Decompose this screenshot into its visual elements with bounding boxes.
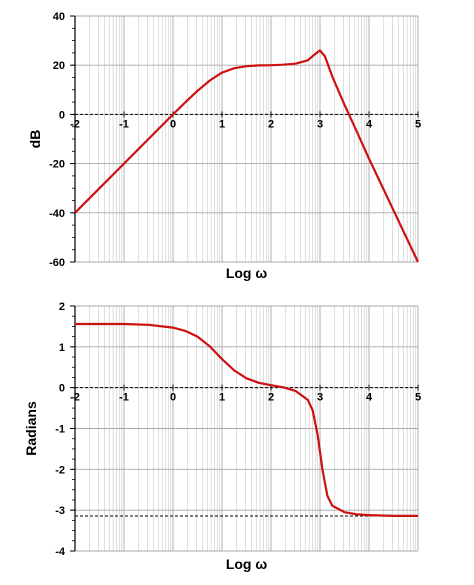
magnitude-y-tick-label: -60 <box>49 257 65 269</box>
magnitude-x-axis-title: Log ω <box>226 265 268 281</box>
phase-y-tick-label: 1 <box>59 342 65 354</box>
phase-x-tick-label: 3 <box>317 392 323 404</box>
phase-y-tick-labels: -4 -3 -2 -1 0 1 2 <box>55 301 66 558</box>
phase-x-tick-labels: -2 -1 0 1 2 3 4 5 <box>70 392 421 404</box>
magnitude-gridlines <box>74 15 419 263</box>
phase-axes <box>70 305 419 552</box>
magnitude-x-tick-label: -1 <box>119 118 129 130</box>
magnitude-response-curve <box>74 49 419 263</box>
phase-y-tick-label: -4 <box>55 546 66 558</box>
phase-x-tick-label: 1 <box>219 392 225 404</box>
phase-response-curve <box>75 322 418 518</box>
magnitude-x-tick-label: 2 <box>268 118 274 130</box>
phase-gridlines <box>74 305 419 552</box>
magnitude-y-tick-label: 40 <box>53 11 65 23</box>
phase-y-tick-label: -3 <box>55 505 65 517</box>
magnitude-y-tick-label: -40 <box>49 208 65 220</box>
phase-series <box>75 322 418 518</box>
magnitude-x-tick-labels: -2 -1 0 1 2 3 4 5 <box>70 118 421 130</box>
phase-x-tick-label: 2 <box>268 392 274 404</box>
magnitude-x-tick-label: 3 <box>317 118 323 130</box>
phase-y-tick-label: 2 <box>59 301 65 313</box>
magnitude-y-tick-label: 20 <box>53 60 65 72</box>
phase-reference-lines <box>75 387 418 517</box>
phase-y-axis-title: Radians <box>23 401 39 456</box>
magnitude-y-tick-labels: -60 -40 -20 0 20 40 <box>49 11 65 269</box>
phase-y-tick-label: -1 <box>55 424 65 436</box>
phase-x-tick-label: 4 <box>366 392 373 404</box>
phase-y-tick-label: 0 <box>59 383 65 395</box>
magnitude-x-tick-label: 0 <box>170 118 176 130</box>
magnitude-x-tick-label: 1 <box>219 118 225 130</box>
magnitude-y-axis-title: dB <box>27 130 43 149</box>
magnitude-x-tick-label: 5 <box>415 118 421 130</box>
magnitude-series <box>74 49 419 263</box>
magnitude-y-tick-label: -20 <box>49 159 65 171</box>
magnitude-y-tick-label: 0 <box>59 109 65 121</box>
phase-y-tick-label: -2 <box>55 464 65 476</box>
magnitude-x-tick-label: -2 <box>70 118 80 130</box>
phase-x-tick-label: 5 <box>415 392 421 404</box>
magnitude-axes <box>70 15 419 263</box>
magnitude-x-tick-label: 4 <box>366 118 373 130</box>
phase-x-tick-label: -2 <box>70 392 80 404</box>
magnitude-chart: -60 -40 -20 0 20 40 -2 -1 0 1 2 3 4 5 Log ω dB <box>27 11 421 281</box>
phase-x-axis-title: Log ω <box>226 556 268 572</box>
phase-chart: -4 -3 -2 -1 0 1 2 -2 -1 0 1 2 3 4 5 Log ω Radians <box>23 301 421 572</box>
phase-x-tick-label: -1 <box>119 392 129 404</box>
phase-x-tick-label: 0 <box>170 392 176 404</box>
